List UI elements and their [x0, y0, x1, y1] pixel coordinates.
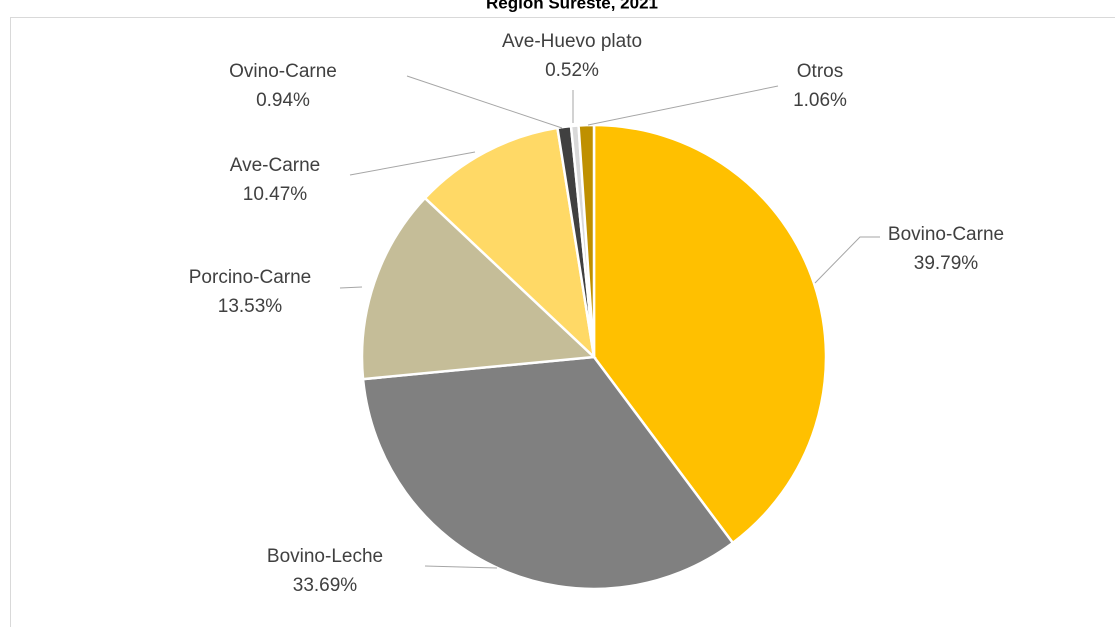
- slice-label: Otros: [797, 61, 843, 82]
- slice-value-label: 39.79%: [914, 253, 979, 274]
- slice-label: Ovino-Carne: [229, 61, 337, 82]
- slice-label: Porcino-Carne: [189, 267, 312, 288]
- slice-label: Ave-Carne: [230, 155, 320, 176]
- slice-label: Bovino-Carne: [888, 224, 1004, 245]
- chart-title: Región Sureste, 2021: [486, 0, 658, 12]
- leader-line: [339, 286, 363, 289]
- pie-slice: [423, 126, 596, 361]
- slice-label: Bovino-Leche: [267, 546, 383, 567]
- leader-line: [814, 236, 880, 284]
- leader-line: [349, 151, 476, 176]
- slice-value-label: 1.06%: [793, 90, 847, 111]
- slice-value-label: 0.94%: [256, 90, 310, 111]
- slice-value-label: 13.53%: [218, 296, 283, 317]
- slice-value-label: 10.47%: [243, 184, 308, 205]
- pie-slice: [360, 196, 597, 381]
- slice-value-label: 33.69%: [293, 575, 358, 596]
- chart-frame: [10, 17, 1115, 627]
- leader-line: [587, 85, 779, 126]
- slice-value-label: 0.52%: [545, 60, 599, 81]
- leader-line: [406, 75, 563, 129]
- pie-slice: [361, 355, 735, 591]
- slice-label: Ave-Huevo plato: [502, 31, 642, 52]
- pie-slice: [592, 123, 828, 545]
- leader-line: [424, 565, 498, 569]
- pie-slice: [577, 123, 596, 358]
